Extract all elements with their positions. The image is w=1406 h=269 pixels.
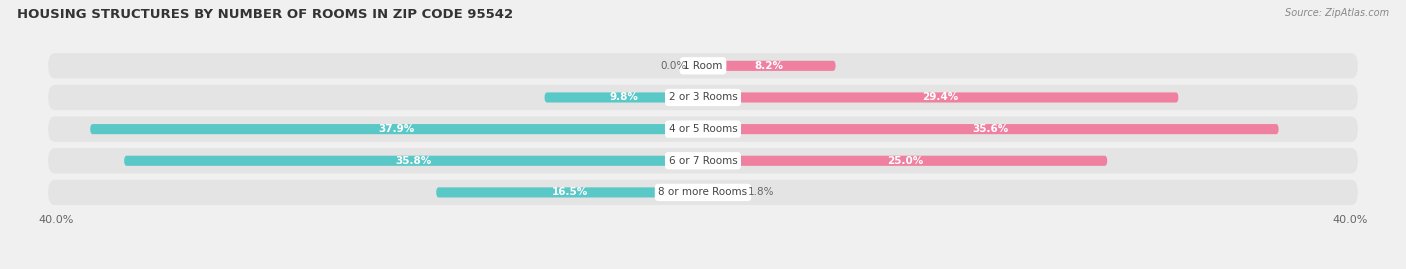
FancyBboxPatch shape: [90, 124, 703, 134]
FancyBboxPatch shape: [48, 148, 1358, 174]
FancyBboxPatch shape: [124, 156, 703, 166]
Text: Source: ZipAtlas.com: Source: ZipAtlas.com: [1285, 8, 1389, 18]
Text: 8 or more Rooms: 8 or more Rooms: [658, 187, 748, 197]
Text: 35.6%: 35.6%: [973, 124, 1010, 134]
Text: 1.8%: 1.8%: [748, 187, 775, 197]
Text: 35.8%: 35.8%: [395, 156, 432, 166]
Text: 29.4%: 29.4%: [922, 93, 959, 102]
FancyBboxPatch shape: [544, 93, 703, 102]
Text: 2 or 3 Rooms: 2 or 3 Rooms: [669, 93, 737, 102]
FancyBboxPatch shape: [703, 93, 1178, 102]
FancyBboxPatch shape: [48, 180, 1358, 205]
FancyBboxPatch shape: [48, 53, 1358, 79]
Text: 6 or 7 Rooms: 6 or 7 Rooms: [669, 156, 737, 166]
FancyBboxPatch shape: [436, 187, 703, 197]
Text: 37.9%: 37.9%: [378, 124, 415, 134]
Text: HOUSING STRUCTURES BY NUMBER OF ROOMS IN ZIP CODE 95542: HOUSING STRUCTURES BY NUMBER OF ROOMS IN…: [17, 8, 513, 21]
FancyBboxPatch shape: [703, 124, 1278, 134]
Text: 1 Room: 1 Room: [683, 61, 723, 71]
Text: 4 or 5 Rooms: 4 or 5 Rooms: [669, 124, 737, 134]
FancyBboxPatch shape: [48, 85, 1358, 110]
FancyBboxPatch shape: [703, 61, 835, 71]
Text: 16.5%: 16.5%: [551, 187, 588, 197]
Text: 9.8%: 9.8%: [609, 93, 638, 102]
FancyBboxPatch shape: [703, 187, 733, 197]
Text: 8.2%: 8.2%: [755, 61, 783, 71]
Text: 0.0%: 0.0%: [661, 61, 688, 71]
Text: 25.0%: 25.0%: [887, 156, 924, 166]
FancyBboxPatch shape: [48, 116, 1358, 142]
FancyBboxPatch shape: [703, 156, 1108, 166]
